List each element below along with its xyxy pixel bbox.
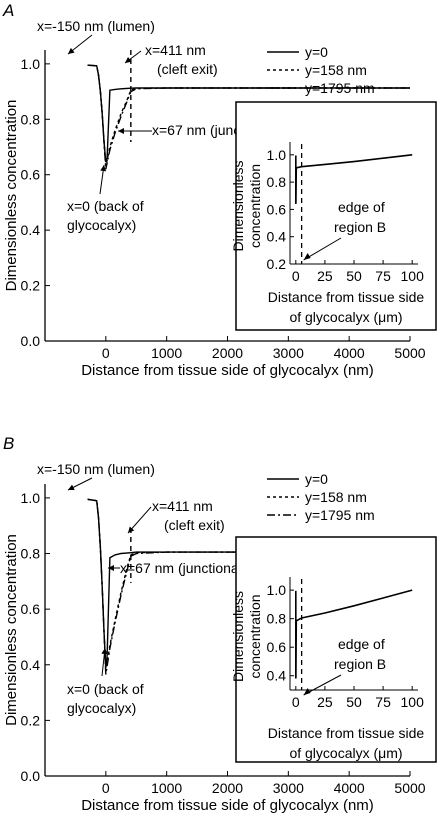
inset-y-label-line2: concentration [247, 164, 263, 248]
inset-y-label-line2: concentration [247, 594, 263, 678]
arrow-head [128, 526, 135, 533]
x-tick-label: 4000 [334, 780, 365, 796]
x-tick-label: 5000 [394, 780, 425, 796]
inset-annotation-line1: edge of [338, 199, 385, 215]
x-tick-label: 2000 [212, 780, 243, 796]
x-tick-label: 2000 [212, 345, 243, 361]
annotation-label: x=-150 nm (lumen) [37, 18, 155, 34]
inset-y-tick-label: 1.0 [267, 582, 287, 598]
y-tick-label: 0.2 [21, 712, 41, 728]
panel-letter: B [3, 434, 14, 453]
inset-x-tick-label: 100 [401, 694, 425, 710]
x-tick-label: 1000 [151, 780, 182, 796]
x-tick-label: 5000 [394, 345, 425, 361]
y-tick-label: 0.2 [21, 278, 41, 294]
inset-annotation-line2: region B [334, 219, 386, 235]
inset-x-label-line1: Distance from tissue side [268, 725, 425, 741]
annotation-label: x=411 nm [152, 498, 213, 514]
inset-x-tick-label: 25 [317, 694, 333, 710]
inset-y-tick-label: 0.4 [267, 668, 287, 684]
legend-entry: y=1795 nm [305, 507, 375, 523]
inset-x-tick-label: 0 [292, 694, 300, 710]
annotation-label: (cleft exit) [164, 517, 225, 533]
inset-annotation-leader [303, 674, 342, 696]
inset-y-tick-label: 0.6 [267, 201, 287, 217]
inset-y-label-line1: Dimensionless [230, 591, 246, 682]
legend-entry: y=1795 nm [305, 80, 375, 96]
inset-curve [295, 154, 413, 204]
inset-y-tick-label: 1.0 [267, 147, 287, 163]
inset-y-tick-label: 0.8 [267, 174, 287, 190]
legend-entry: y=158 nm [305, 489, 367, 505]
inset-arrow-head [303, 253, 311, 260]
inset-x-tick-label: 0 [292, 268, 300, 284]
x-tick-label: 3000 [273, 345, 304, 361]
inset-arrow-head [303, 688, 311, 695]
panel-letter: A [2, 1, 14, 20]
y-tick-label: 0.6 [21, 601, 41, 617]
annotation-label: glycocalyx) [67, 217, 136, 233]
inset-x-tick-label: 50 [346, 694, 362, 710]
inset-y-tick-label: 0.8 [267, 611, 287, 627]
y-tick-label: 0.8 [21, 546, 41, 562]
arrow-head [125, 57, 132, 63]
inset-y-tick-label: 0.4 [267, 229, 287, 245]
annotation-label: x=411 nm [145, 42, 206, 58]
inset-x-label-line2: of glycocalyx (μm) [289, 745, 402, 761]
inset: 0.2 0.4 0.6 0.8 1.0 0 25 50 75 100 Dimensionless co… [230, 101, 437, 331]
y-axis-label: Dimensionless concentration [3, 100, 20, 292]
arrow-head [101, 648, 108, 655]
inset-y-tick-label: 0.6 [267, 639, 287, 655]
legend-entry: y=0 [305, 471, 328, 487]
annotation-label: x=-150 nm (lumen) [37, 461, 155, 477]
y-tick-label: 0.4 [21, 657, 41, 673]
inset-x-tick-label: 100 [401, 268, 425, 284]
y-axis-label: Dimensionless concentration [3, 534, 20, 726]
y-tick-label: 0.8 [21, 111, 41, 127]
inset-annotation-leader [303, 237, 342, 261]
arrow-head [108, 565, 114, 571]
annotation-label: x=0 (back of [67, 681, 144, 697]
panel-b: B0.00.20.40.60.81.00 1000 2000 3000 4000 5000… [3, 434, 437, 814]
arrow-head [68, 47, 75, 54]
x-axis-label: Distance from tissue side of glycocalyx … [81, 797, 374, 814]
inset-frame [235, 536, 437, 763]
x-tick-label: 0 [102, 780, 110, 796]
y-tick-label: 0.4 [21, 222, 41, 238]
annotation-label: x=0 (back of [67, 198, 144, 214]
legend-entry: y=0 [305, 44, 328, 60]
x-tick-label: 4000 [334, 345, 365, 361]
inset-x-tick-label: 75 [375, 694, 391, 710]
x-tick-label: 3000 [273, 780, 304, 796]
inset-annotation-line1: edge of [338, 636, 385, 652]
series-line [87, 64, 410, 170]
inset-y-label-line1: Dimensionless [230, 160, 246, 251]
inset-y-tick-label: 0.2 [267, 256, 287, 272]
y-tick-label: 0.0 [21, 333, 41, 349]
x-tick-label: 1000 [151, 345, 182, 361]
inset-x-tick-label: 50 [346, 268, 362, 284]
inset-curve [295, 589, 413, 678]
arrow-head [118, 128, 124, 134]
inset-x-label-line2: of glycocalyx (μm) [289, 309, 402, 325]
inset-x-label-line1: Distance from tissue side [268, 289, 425, 305]
legend-entry: y=158 nm [305, 62, 367, 78]
inset-x-tick-label: 75 [375, 268, 391, 284]
arrow-head [68, 484, 75, 490]
arrow-head [100, 165, 107, 172]
inset-x-tick-label: 25 [317, 268, 333, 284]
x-tick-label: 0 [102, 345, 110, 361]
x-axis-label: Distance from tissue side of glycocalyx … [81, 362, 374, 379]
y-tick-label: 0.6 [21, 167, 41, 183]
annotation-label: (cleft exit) [157, 61, 218, 77]
y-tick-label: 1.0 [21, 490, 41, 506]
panel-a: A0.00.20.40.60.81.00 1000 2000 3000 4000 5000… [2, 1, 437, 379]
annotation-label: glycocalyx) [67, 700, 136, 716]
y-tick-label: 1.0 [21, 56, 41, 72]
inset-frame [235, 101, 437, 331]
y-tick-label: 0.0 [21, 768, 41, 784]
inset-annotation-line2: region B [334, 656, 386, 672]
inset: 0.4 0.6 0.8 1.0 0 25 50 75 100 Dimensionless conce… [230, 536, 437, 763]
